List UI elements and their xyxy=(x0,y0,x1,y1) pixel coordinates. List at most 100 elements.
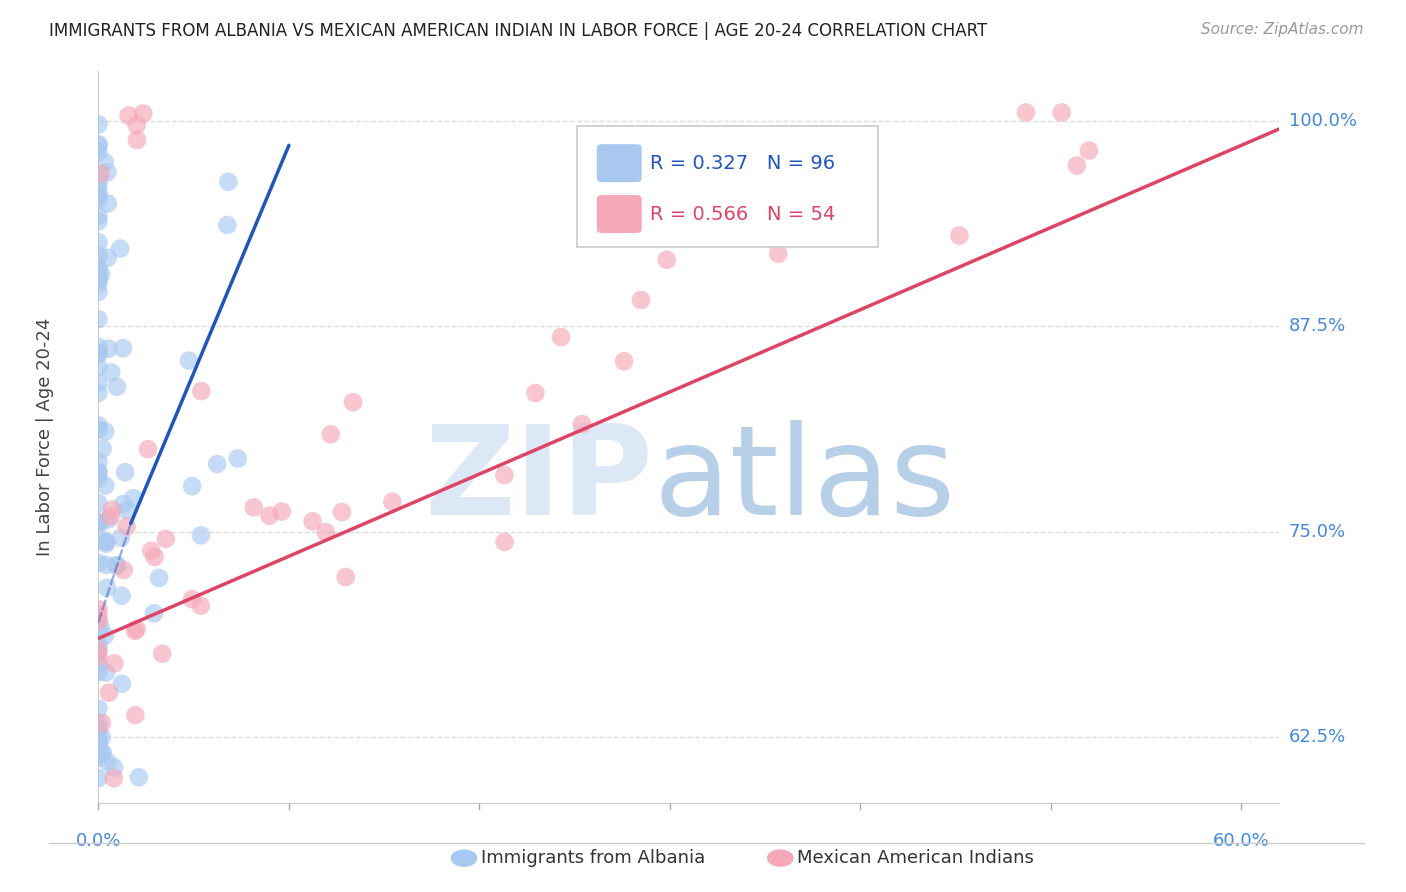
Point xyxy=(87,263,110,277)
FancyBboxPatch shape xyxy=(596,195,641,233)
Text: R = 0.327   N = 96: R = 0.327 N = 96 xyxy=(650,153,835,173)
Point xyxy=(150,647,173,661)
Point xyxy=(97,755,120,769)
Point xyxy=(330,505,353,519)
Point xyxy=(381,495,404,509)
Point xyxy=(181,479,204,493)
Point xyxy=(87,657,110,671)
Point xyxy=(948,228,970,243)
Point xyxy=(87,649,110,664)
Point xyxy=(87,422,110,436)
Point xyxy=(94,665,117,680)
Point xyxy=(87,771,110,785)
Point xyxy=(87,271,110,285)
Point xyxy=(98,686,121,700)
Point xyxy=(181,592,204,607)
Point xyxy=(96,534,118,549)
Point xyxy=(1078,144,1101,158)
Point xyxy=(91,715,114,730)
Point xyxy=(125,133,148,147)
Point xyxy=(155,532,177,546)
Point xyxy=(87,118,110,132)
Point xyxy=(315,525,337,540)
Point xyxy=(205,457,228,471)
Point xyxy=(148,571,170,585)
Text: ZIP: ZIP xyxy=(425,420,654,541)
Point xyxy=(87,137,110,152)
Point xyxy=(768,246,790,260)
Point xyxy=(87,701,110,715)
Point xyxy=(96,165,118,179)
Point xyxy=(105,380,128,394)
Point xyxy=(91,746,114,760)
Point xyxy=(87,285,110,299)
Point xyxy=(87,716,110,731)
Point xyxy=(105,558,128,573)
Point xyxy=(270,504,292,518)
Point xyxy=(97,512,120,526)
Point xyxy=(87,277,110,291)
Point xyxy=(90,268,112,282)
Point xyxy=(90,730,112,744)
Point xyxy=(132,106,155,120)
Point xyxy=(87,376,110,390)
Point xyxy=(87,612,110,626)
Point xyxy=(101,502,124,516)
Point xyxy=(141,544,163,558)
Point xyxy=(87,271,110,285)
Point xyxy=(571,417,593,431)
Point xyxy=(87,249,110,263)
Point xyxy=(87,260,110,275)
Point xyxy=(97,342,120,356)
Point xyxy=(115,503,138,517)
Point xyxy=(524,386,547,401)
Point xyxy=(87,346,110,360)
Point xyxy=(94,535,117,549)
Point xyxy=(91,442,114,456)
Point xyxy=(97,251,120,265)
Point xyxy=(319,427,342,442)
Point xyxy=(655,252,678,267)
Point xyxy=(125,118,148,132)
Text: In Labor Force | Age 20-24: In Labor Force | Age 20-24 xyxy=(37,318,55,557)
FancyBboxPatch shape xyxy=(576,126,877,247)
Point xyxy=(87,518,110,533)
Point xyxy=(87,614,110,628)
Point xyxy=(89,619,111,633)
Point xyxy=(108,242,131,256)
Text: 60.0%: 60.0% xyxy=(1213,832,1270,850)
Point xyxy=(115,519,138,533)
Point xyxy=(87,347,110,361)
Point xyxy=(103,760,125,774)
Point xyxy=(87,138,110,153)
Point xyxy=(87,665,110,680)
Point xyxy=(1066,159,1088,173)
Text: atlas: atlas xyxy=(654,420,956,541)
Point xyxy=(87,515,110,529)
Text: 62.5%: 62.5% xyxy=(1289,728,1346,746)
Point xyxy=(114,465,136,479)
Point xyxy=(103,657,125,671)
Point xyxy=(87,607,110,622)
Point xyxy=(226,451,249,466)
Point xyxy=(259,508,281,523)
Point xyxy=(217,175,239,189)
Point xyxy=(342,395,364,409)
Point xyxy=(818,174,841,188)
Point xyxy=(190,528,212,542)
Text: Source: ZipAtlas.com: Source: ZipAtlas.com xyxy=(1201,22,1364,37)
Point xyxy=(87,637,110,651)
Point xyxy=(87,192,110,206)
FancyBboxPatch shape xyxy=(596,145,641,182)
Point xyxy=(100,509,122,524)
Point xyxy=(87,385,110,400)
Point xyxy=(136,442,159,457)
Point xyxy=(87,556,110,570)
Point xyxy=(94,478,117,492)
Point xyxy=(87,643,110,657)
Point xyxy=(242,500,264,515)
Point xyxy=(87,214,110,228)
Point xyxy=(94,425,117,439)
Point xyxy=(124,624,146,638)
Point xyxy=(100,366,122,380)
